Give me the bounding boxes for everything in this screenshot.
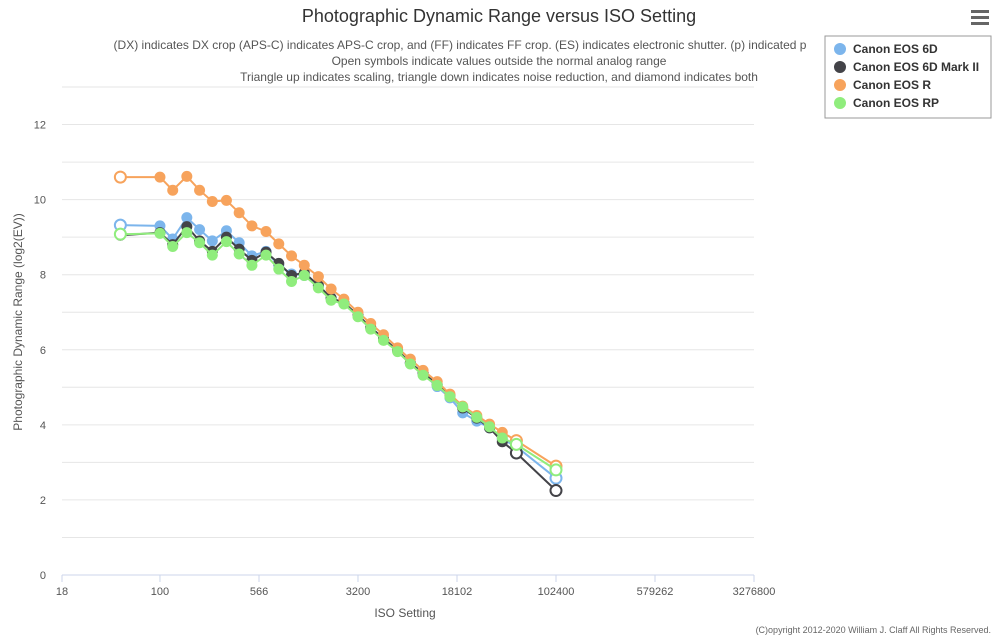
x-tick-label: 18102 [442, 586, 473, 598]
data-point[interactable] [113, 227, 127, 241]
series-line [120, 231, 557, 471]
legend-item[interactable]: Canon EOS RP [853, 96, 939, 110]
legend-marker [834, 43, 846, 55]
y-tick-label: 4 [40, 420, 46, 432]
data-point[interactable] [352, 311, 364, 323]
data-point[interactable] [220, 194, 232, 206]
data-point[interactable] [509, 437, 523, 451]
y-tick-label: 10 [34, 195, 46, 207]
data-point[interactable] [325, 283, 337, 295]
data-point[interactable] [167, 241, 179, 253]
data-point[interactable] [377, 334, 389, 346]
legend-item[interactable]: Canon EOS 6D Mark II [853, 60, 979, 74]
data-point[interactable] [233, 207, 245, 219]
x-tick-label: 18 [56, 586, 68, 598]
data-point[interactable] [312, 282, 324, 294]
data-point[interactable] [246, 220, 258, 232]
series-line [120, 216, 557, 479]
x-axis-ticks: 18 100 566 3200 18102 102400 579262 3276800 [56, 575, 776, 598]
data-point[interactable] [444, 391, 456, 403]
y-tick-label: 0 [40, 570, 46, 582]
data-point[interactable] [286, 250, 298, 262]
x-tick-label: 566 [250, 586, 268, 598]
data-point[interactable] [484, 421, 496, 433]
data-point[interactable] [404, 358, 416, 370]
data-point[interactable] [392, 346, 404, 358]
y-tick-label: 2 [40, 495, 46, 507]
data-point[interactable] [365, 323, 377, 335]
series-canon-eos-6d-mark-ii [114, 221, 563, 498]
data-point[interactable] [167, 184, 179, 196]
data-point[interactable] [206, 249, 218, 261]
chart-subtitle-line-2: Open symbols indicate values outside the… [332, 54, 667, 68]
data-point[interactable] [194, 237, 206, 249]
data-point[interactable] [298, 269, 310, 281]
data-point[interactable] [338, 298, 350, 310]
series-canon-eos-6d [113, 212, 563, 485]
legend-marker [834, 79, 846, 91]
data-point[interactable] [496, 432, 508, 444]
legend-marker [834, 97, 846, 109]
data-point[interactable] [286, 275, 298, 287]
data-point[interactable] [549, 463, 563, 477]
y-tick-label: 8 [40, 270, 46, 282]
data-point[interactable] [260, 226, 272, 238]
data-point[interactable] [431, 379, 443, 391]
data-point[interactable] [194, 224, 206, 236]
chart-subtitle-line-3: Triangle up indicates scaling, triangle … [240, 70, 758, 84]
legend-box [824, 35, 992, 119]
data-point[interactable] [298, 259, 310, 271]
data-point[interactable] [220, 236, 232, 248]
data-point[interactable] [417, 369, 429, 381]
chart-subtitle-line-1: (DX) indicates DX crop (APS-C) indicates… [114, 38, 807, 52]
hamburger-menu-icon[interactable] [971, 10, 989, 25]
copyright-credit: (C)opyright 2012-2020 William J. Claff A… [756, 625, 991, 635]
legend-item[interactable]: Canon EOS 6D [853, 42, 938, 56]
data-point[interactable] [325, 294, 337, 306]
x-tick-label: 100 [151, 586, 169, 598]
legend-item[interactable]: Canon EOS R [853, 78, 931, 92]
chart-title: Photographic Dynamic Range versus ISO Se… [302, 6, 696, 26]
data-point[interactable] [154, 227, 166, 239]
legend: Canon EOS 6D Canon EOS 6D Mark II Canon EO… [824, 35, 992, 119]
data-point[interactable] [181, 170, 193, 182]
data-point[interactable] [549, 484, 563, 498]
data-point[interactable] [246, 259, 258, 271]
plot-grid [62, 86, 754, 576]
series-canon-eos-rp [113, 227, 563, 477]
data-point[interactable] [206, 235, 218, 247]
y-tick-label: 6 [40, 345, 46, 357]
x-tick-label: 102400 [538, 586, 575, 598]
data-point[interactable] [260, 249, 272, 261]
data-point[interactable] [206, 195, 218, 207]
x-tick-label: 3200 [346, 586, 370, 598]
data-point[interactable] [312, 271, 324, 283]
data-point[interactable] [457, 401, 469, 413]
data-point[interactable] [273, 263, 285, 275]
plot-area [113, 170, 563, 498]
data-point[interactable] [233, 248, 245, 260]
y-axis-title: Photographic Dynamic Range (log2(EV)) [11, 213, 25, 430]
x-tick-label: 3276800 [733, 586, 776, 598]
data-point[interactable] [181, 227, 193, 239]
y-axis-ticks: 0 2 4 6 8 10 12 [34, 120, 46, 582]
data-point[interactable] [154, 171, 166, 183]
x-axis-title: ISO Setting [374, 606, 435, 620]
data-point[interactable] [181, 212, 193, 224]
x-tick-label: 579262 [637, 586, 674, 598]
data-point[interactable] [471, 411, 483, 423]
data-point[interactable] [273, 238, 285, 250]
data-point[interactable] [194, 184, 206, 196]
legend-marker [834, 61, 846, 73]
series-line [120, 225, 557, 492]
y-tick-label: 12 [34, 120, 46, 132]
data-point[interactable] [113, 170, 127, 184]
